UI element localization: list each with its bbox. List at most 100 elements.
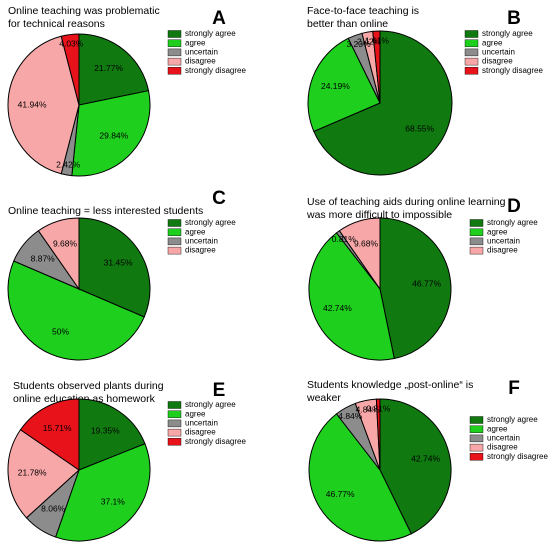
- legend-label: agree: [185, 227, 206, 236]
- legend-swatch: [167, 57, 182, 66]
- legend-swatch: [469, 425, 484, 433]
- legend-swatch: [167, 228, 182, 236]
- panel-letter: C: [212, 188, 226, 209]
- pie-slice-agree: [71, 90, 151, 177]
- legend-swatch: [464, 57, 479, 66]
- slice-value-label: 0.81%: [332, 234, 357, 244]
- slice-value-label: 46.77%: [326, 489, 355, 499]
- slice-value-label: 46.77%: [412, 279, 441, 289]
- pie-slice-agree: [307, 37, 381, 133]
- slice-value-label: 24.19%: [321, 81, 350, 91]
- legend-swatch: [464, 39, 479, 47]
- legend-swatch: [469, 228, 484, 236]
- slice-value-label: 2.42%: [56, 159, 81, 169]
- legend-swatch: [167, 67, 182, 75]
- panel-letter: B: [507, 8, 521, 29]
- legend-swatch: [469, 416, 484, 424]
- slice-value-label: 41.94%: [18, 99, 47, 109]
- legend-label: uncertain: [487, 434, 520, 443]
- slice-value-label: 9.68%: [53, 239, 78, 249]
- pie-panel-c: Online teaching = less interested studen…: [7, 188, 236, 361]
- legend-swatch: [167, 48, 182, 57]
- legend-label: disagree: [185, 428, 216, 437]
- slice-value-label: 31.45%: [104, 257, 133, 267]
- legend-label: uncertain: [482, 48, 515, 57]
- pie-panel-f: Students knowledge „post-online“ isweake…: [306, 378, 548, 542]
- pie-slice-strongly-disagree: [60, 33, 80, 106]
- legend-swatch: [469, 246, 484, 255]
- slice-value-label: 15.71%: [43, 423, 72, 433]
- slice-value-label: 68.55%: [405, 123, 434, 133]
- pie-slice-strongly-disagree: [19, 398, 80, 471]
- chart-title-line: for technical reasons: [8, 18, 105, 30]
- pie-slice-disagree: [338, 217, 381, 291]
- slice-value-label: 8.06%: [41, 503, 66, 513]
- slice-value-label: 8.87%: [31, 254, 56, 264]
- pie-slice-strongly-agree: [78, 398, 146, 471]
- legend-swatch: [469, 434, 484, 443]
- legend-label: strongly agree: [185, 400, 236, 409]
- legend-swatch: [167, 428, 182, 437]
- slice-value-label: 1.61%: [365, 35, 390, 45]
- legend-label: agree: [487, 227, 508, 236]
- legend-label: disagree: [482, 57, 513, 66]
- legend-swatch: [469, 237, 484, 246]
- panel-letter: D: [507, 196, 521, 217]
- pie-slice-disagree: [37, 217, 80, 291]
- slice-value-label: 19.35%: [91, 425, 120, 435]
- pie-slice-agree: [308, 232, 395, 361]
- legend-swatch: [167, 39, 182, 47]
- pie-slice-strongly-agree: [379, 217, 452, 360]
- chart-title-line: Online teaching was problematic: [8, 5, 160, 17]
- legend-label: uncertain: [487, 237, 520, 246]
- legend-label: uncertain: [185, 237, 218, 246]
- legend-label: agree: [185, 409, 206, 418]
- slice-value-label: 21.78%: [18, 467, 47, 477]
- legend-label: strongly agree: [185, 218, 236, 227]
- pie-slice-agree: [7, 260, 145, 361]
- legend-swatch: [167, 410, 182, 418]
- legend-swatch: [167, 419, 182, 428]
- slice-value-label: 50%: [52, 326, 69, 336]
- chart-title-line: Use of teaching aids during online learn…: [307, 196, 506, 208]
- pie-slice-disagree: [7, 429, 80, 519]
- chart-title-line: Students knowledge „post-online“ is: [307, 379, 473, 391]
- slice-value-label: 4.03%: [59, 39, 84, 49]
- legend-swatch: [469, 219, 484, 227]
- slice-value-label: 2.42%: [357, 36, 382, 46]
- legend-label: agree: [482, 38, 503, 47]
- pie-slice-agree: [308, 413, 412, 542]
- legend-swatch: [469, 453, 484, 461]
- pie-slice-strongly-agree: [78, 33, 150, 106]
- slice-value-label: 3.23%: [346, 39, 371, 49]
- pie-slice-strongly-disagree: [375, 398, 381, 471]
- legend-swatch: [167, 438, 182, 446]
- panel-letter: E: [213, 380, 226, 401]
- legend-label: disagree: [185, 57, 216, 66]
- slice-value-label: 42.74%: [411, 454, 440, 464]
- legend-swatch: [464, 48, 479, 57]
- pie-panel-d: Use of teaching aids during online learn…: [306, 196, 538, 361]
- legend-label: uncertain: [185, 419, 218, 428]
- slice-value-label: 9.68%: [354, 239, 379, 249]
- panel-letter: A: [212, 8, 226, 29]
- pie-slice-strongly-agree: [379, 398, 452, 535]
- slice-value-label: 4.84%: [356, 404, 381, 414]
- legend-label: agree: [487, 424, 508, 433]
- legend-label: strongly disagree: [482, 66, 543, 75]
- legend-label: agree: [185, 38, 206, 47]
- legend-label: strongly disagree: [487, 452, 548, 461]
- legend-label: strongly agree: [487, 415, 538, 424]
- slice-value-label: 0.81%: [366, 403, 391, 413]
- chart-title-line: Online teaching = less interested studen…: [8, 205, 203, 217]
- chart-title-line: weaker: [306, 392, 341, 404]
- legend-label: disagree: [487, 246, 518, 255]
- pie-slice-agree: [54, 443, 151, 542]
- legend-swatch: [464, 30, 479, 38]
- legend-swatch: [167, 237, 182, 246]
